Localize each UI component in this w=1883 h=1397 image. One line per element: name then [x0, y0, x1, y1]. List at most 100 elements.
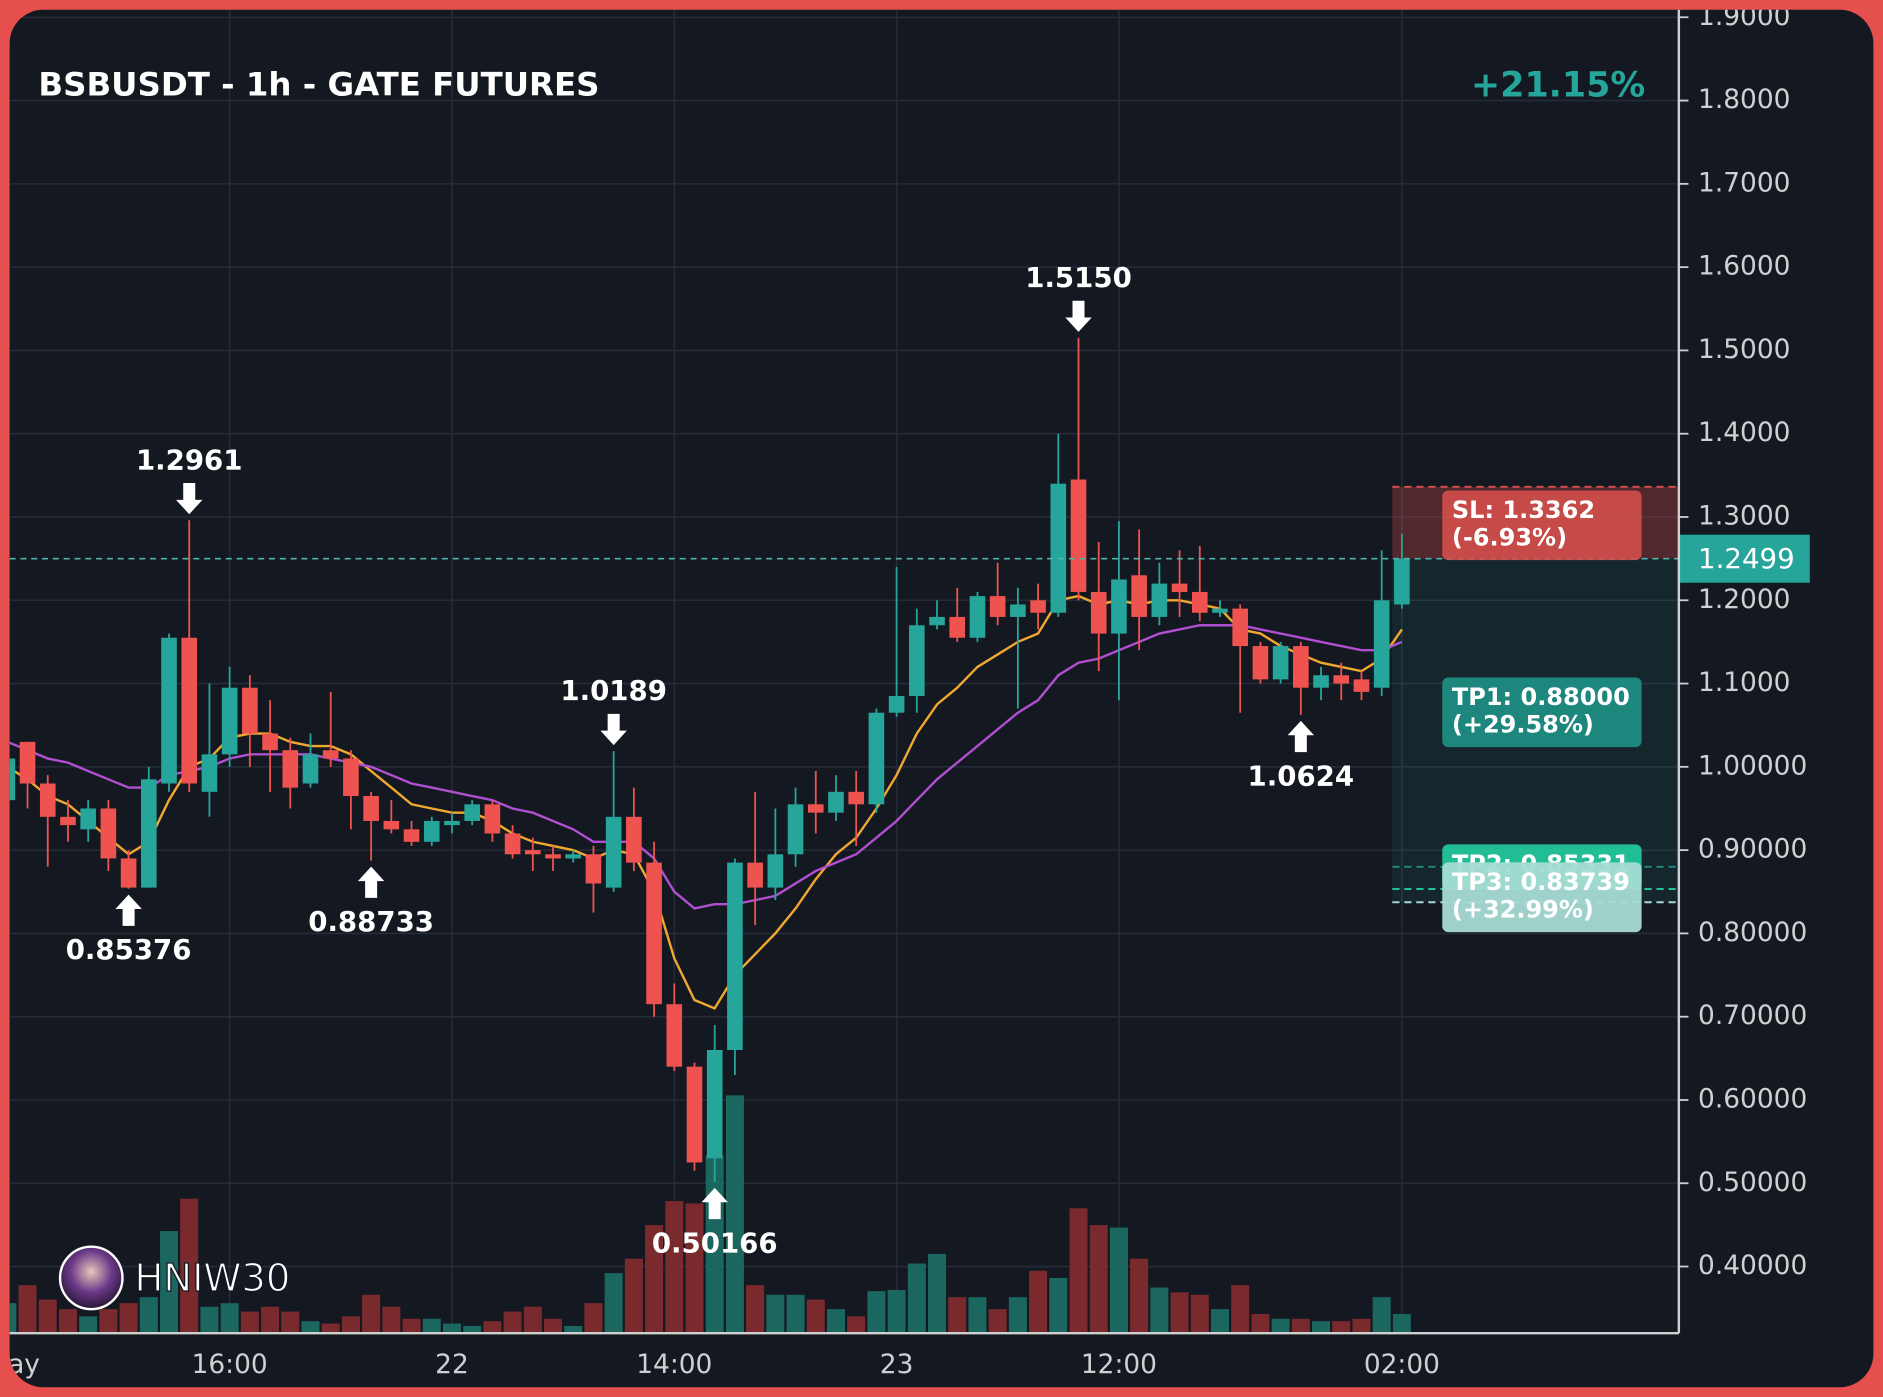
- candle-body: [403, 829, 420, 842]
- candle-body: [727, 862, 743, 1051]
- volume-bar: [139, 1297, 158, 1334]
- plot-area: [9, 9, 1679, 1334]
- candle-body: [1151, 583, 1168, 617]
- volume-bar: [422, 1318, 441, 1334]
- volume-bar: [1109, 1227, 1128, 1334]
- volume-bar: [503, 1311, 522, 1334]
- candle-body: [322, 750, 339, 759]
- candle-body: [706, 1050, 723, 1159]
- volume-bar: [18, 1285, 37, 1334]
- candle-body: [1111, 579, 1127, 634]
- x-tick-label: ay: [8, 1349, 40, 1380]
- y-tick-label: 1.8000: [1698, 84, 1790, 115]
- pivot-arrow-up: [701, 1187, 728, 1220]
- volume-bar: [240, 1311, 259, 1334]
- candle-body: [60, 816, 76, 826]
- pivot-low-label: 0.88733: [308, 905, 434, 938]
- volume-bar: [847, 1316, 866, 1334]
- candle-body: [484, 804, 501, 834]
- volume-bar: [1089, 1225, 1108, 1334]
- volume-bar: [584, 1303, 603, 1334]
- y-tick-label: 0.40000: [1698, 1250, 1807, 1281]
- candle-body: [1333, 675, 1350, 684]
- candle-body: [504, 833, 521, 855]
- pivot-high-label: 1.2961: [136, 443, 243, 476]
- volume-bar: [1008, 1297, 1027, 1334]
- volume-bar: [483, 1321, 502, 1334]
- volume-bar: [341, 1316, 360, 1334]
- y-tick-label: 0.80000: [1698, 917, 1807, 948]
- volume-bar: [442, 1323, 461, 1334]
- volume-bar: [544, 1318, 563, 1334]
- candle-body: [1353, 679, 1370, 692]
- volume-bar: [200, 1306, 219, 1334]
- candle-body: [787, 804, 804, 855]
- volume-bar: [1392, 1313, 1411, 1334]
- volume-bar: [766, 1294, 785, 1334]
- candle-body: [767, 854, 784, 888]
- candle-body: [747, 862, 763, 888]
- pivot-low-label: 0.50166: [652, 1226, 778, 1259]
- candle-body: [1131, 575, 1147, 617]
- volume-bar: [786, 1294, 805, 1334]
- y-tick-label: 1.1000: [1698, 667, 1790, 698]
- volume-bar: [564, 1325, 583, 1334]
- candle-body: [1252, 646, 1269, 680]
- volume-bar: [1271, 1318, 1290, 1334]
- candle-body: [282, 750, 299, 788]
- moving-average: [9, 624, 1403, 910]
- x-tick-label: 12:00: [1081, 1349, 1157, 1380]
- candle-body: [909, 625, 925, 697]
- y-tick-label: 1.3000: [1698, 500, 1790, 531]
- x-tick-label: 16:00: [192, 1349, 268, 1380]
- avatar: [58, 1245, 124, 1311]
- volume-bar: [362, 1294, 381, 1334]
- pivot-arrow-up: [1287, 720, 1315, 753]
- y-tick-label: 1.4000: [1698, 417, 1790, 448]
- volume-bar: [1210, 1309, 1229, 1334]
- volume-bar: [988, 1309, 1007, 1334]
- y-tick-label: 0.60000: [1698, 1083, 1807, 1114]
- candle-body: [1050, 483, 1067, 613]
- volume-bar: [604, 1273, 623, 1334]
- candle-body: [1191, 591, 1208, 613]
- volume-bar: [261, 1306, 280, 1334]
- pivot-low-label: 1.0624: [1248, 759, 1355, 792]
- moving-average: [9, 594, 1403, 1010]
- level-box: [1442, 490, 1642, 561]
- candle-body: [585, 854, 602, 884]
- candle-body: [1070, 479, 1087, 592]
- candle-body: [444, 820, 460, 826]
- candle-body: [221, 687, 238, 755]
- volume-bar: [301, 1321, 320, 1334]
- y-tick-label: 1.5000: [1698, 334, 1790, 365]
- volume-bar: [99, 1309, 118, 1334]
- volume-bar: [928, 1253, 947, 1334]
- volume-bar: [1029, 1270, 1048, 1334]
- candle-body: [1373, 600, 1390, 688]
- candle-body: [120, 858, 137, 888]
- volume-bar: [1291, 1318, 1310, 1334]
- price-tag-label: 1.2499: [1698, 542, 1795, 575]
- candle-body: [242, 687, 258, 734]
- volume-bar: [806, 1299, 825, 1334]
- volume-bar: [826, 1309, 845, 1334]
- candle-body: [1394, 558, 1410, 605]
- candle-body: [686, 1066, 703, 1163]
- volume-bar: [119, 1303, 138, 1334]
- pivot-low-label: 0.85376: [66, 933, 192, 966]
- volume-bar: [1049, 1277, 1068, 1334]
- candle-body: [343, 758, 359, 796]
- level-change: (+29.58%): [1452, 711, 1594, 739]
- volume-bar: [968, 1297, 987, 1334]
- candle-body: [1171, 583, 1188, 592]
- volume-bar: [281, 1311, 300, 1334]
- volume-bar: [624, 1258, 643, 1334]
- x-tick-label: 23: [880, 1349, 914, 1380]
- level-label: TP3: 0.83739: [1452, 868, 1630, 896]
- candle-body: [9, 758, 16, 801]
- candle-body: [565, 854, 582, 859]
- pivot-arrow-up: [115, 894, 142, 926]
- candle-body: [888, 696, 905, 713]
